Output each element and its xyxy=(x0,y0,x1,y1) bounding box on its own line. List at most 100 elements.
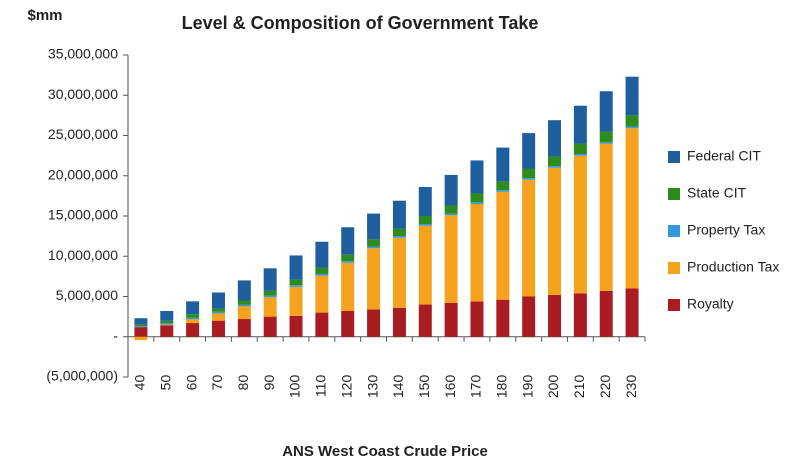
bar-segment xyxy=(444,174,458,206)
bar-segment xyxy=(315,273,329,276)
bar-segment xyxy=(315,312,329,337)
bar-segment xyxy=(470,301,484,337)
bar-segment xyxy=(211,311,225,314)
y-axis-label: $mm xyxy=(27,7,62,24)
legend-swatch xyxy=(668,299,680,311)
bar-segment xyxy=(625,288,639,337)
bar-segment xyxy=(599,141,613,144)
y-tick-label: 15,000,000 xyxy=(48,207,118,223)
bar-segment xyxy=(186,323,200,337)
x-tick-label: 80 xyxy=(235,375,251,391)
bar-segment xyxy=(186,314,200,318)
bar-segment xyxy=(625,126,639,129)
bar-segment xyxy=(470,160,484,194)
y-tick-label: 10,000,000 xyxy=(48,247,118,263)
x-tick-label: 60 xyxy=(183,375,199,391)
y-tick-label: 5,000,000 xyxy=(56,287,118,303)
legend-swatch xyxy=(668,262,680,274)
legend-label: Production Tax xyxy=(687,259,779,275)
chart-title: Level & Composition of Government Take xyxy=(182,13,539,33)
bar-segment xyxy=(160,310,174,321)
bar-segment xyxy=(573,105,587,144)
bar-segment xyxy=(237,306,251,320)
bar-segment xyxy=(289,255,303,280)
bar-segment xyxy=(444,213,458,216)
x-tick-label: 50 xyxy=(157,375,173,391)
bar-segment xyxy=(496,147,510,182)
bar-segment xyxy=(237,300,251,305)
bar-segment xyxy=(237,280,251,301)
y-tick-label: - xyxy=(113,327,118,343)
bar-segment xyxy=(548,167,562,295)
bar-segment xyxy=(160,324,174,326)
bar-segment xyxy=(444,205,458,214)
bar-segment xyxy=(625,115,639,127)
bar-segment xyxy=(211,320,225,337)
bar-segment xyxy=(522,179,536,297)
bar-segment xyxy=(496,190,510,192)
bar-segment xyxy=(134,327,148,337)
bar-segment xyxy=(289,285,303,287)
bar-segment xyxy=(341,262,355,311)
x-tick-label: 150 xyxy=(416,375,432,399)
bar-segment xyxy=(186,301,200,315)
bar-segment xyxy=(418,225,432,305)
bar-segment xyxy=(548,294,562,337)
bar-segment xyxy=(599,143,613,291)
x-tick-label: 70 xyxy=(209,375,225,391)
x-tick-label: 130 xyxy=(364,375,380,399)
bar-segment xyxy=(573,154,587,156)
x-axis-label: ANS West Coast Crude Price xyxy=(282,443,488,460)
bar-segment xyxy=(289,279,303,286)
bar-segment xyxy=(573,143,587,155)
x-tick-label: 220 xyxy=(597,375,613,399)
bar-segment xyxy=(263,268,277,291)
bar-segment xyxy=(392,200,406,229)
x-tick-label: 190 xyxy=(519,375,535,399)
bar-segment xyxy=(341,310,355,337)
bar-segment xyxy=(599,91,613,132)
bar-segment xyxy=(315,241,329,268)
bar-segment xyxy=(625,76,639,116)
bar-segment xyxy=(341,227,355,255)
bar-segment xyxy=(341,261,355,263)
x-tick-label: 170 xyxy=(468,375,484,399)
legend-label: Federal CIT xyxy=(687,148,761,164)
y-tick-label: (5,000,000) xyxy=(46,368,118,384)
x-tick-label: 230 xyxy=(623,375,639,399)
bar-segment xyxy=(418,304,432,337)
x-tick-label: 90 xyxy=(261,375,277,391)
y-tick-label: 35,000,000 xyxy=(48,46,118,62)
legend-swatch xyxy=(668,225,680,237)
bar-segment xyxy=(470,193,484,203)
bar-segment xyxy=(548,166,562,168)
bar-segment xyxy=(392,228,406,237)
bar-segment xyxy=(367,239,381,247)
bar-segment xyxy=(211,313,225,321)
y-tick-label: 20,000,000 xyxy=(48,166,118,182)
x-tick-label: 40 xyxy=(132,375,148,391)
bar-segment xyxy=(496,299,510,337)
bar-segment xyxy=(237,304,251,307)
y-tick-label: 30,000,000 xyxy=(48,86,118,102)
bar-segment xyxy=(418,224,432,226)
bar-segment xyxy=(470,202,484,204)
bar-segment xyxy=(599,131,613,142)
bar-segment xyxy=(134,336,148,340)
bar-segment xyxy=(418,216,432,225)
x-tick-label: 100 xyxy=(287,375,303,399)
bar-segment xyxy=(134,324,148,327)
bar-segment xyxy=(134,326,148,328)
bar-segment xyxy=(237,319,251,337)
bar-segment xyxy=(263,290,277,296)
bar-segment xyxy=(522,178,536,180)
bar-segment xyxy=(263,316,277,337)
bar-segment xyxy=(160,320,174,324)
x-tick-label: 120 xyxy=(338,375,354,399)
bar-segment xyxy=(263,297,277,317)
bar-segment xyxy=(496,191,510,300)
legend-label: State CIT xyxy=(687,185,747,201)
bar-segment xyxy=(522,168,536,179)
bar-segment xyxy=(263,295,277,298)
